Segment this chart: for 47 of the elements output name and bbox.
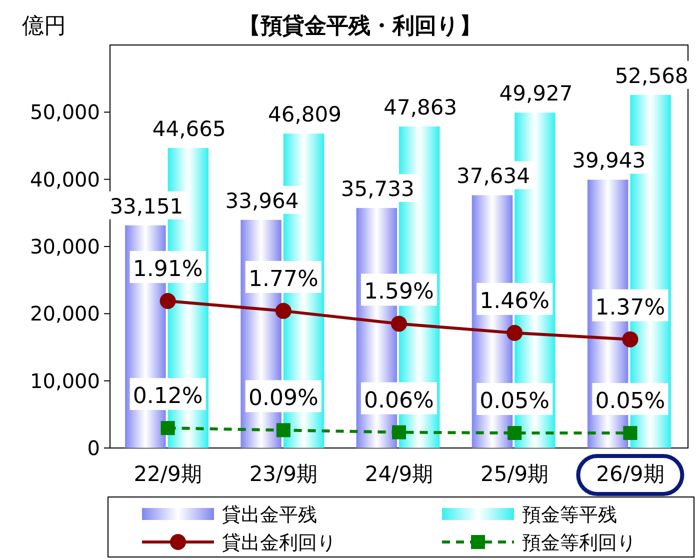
data-label: 49,927 <box>499 82 573 106</box>
data-label: 37,634 <box>456 164 530 188</box>
data-label: 33,964 <box>225 188 299 213</box>
data-label: 1.37% <box>595 295 666 320</box>
data-label: 0.05% <box>480 389 550 414</box>
y-tick-label: 10,000 <box>30 368 100 393</box>
x-tick-label: 23/9期 <box>249 462 318 486</box>
y-tick-label: 30,000 <box>30 234 100 258</box>
legend-label: 預金等平残 <box>522 504 617 526</box>
data-label: 46,809 <box>268 102 342 127</box>
legend-label: 預金等利回り <box>522 532 636 554</box>
data-label: 35,733 <box>340 176 414 201</box>
legend-label: 貸出金利回り <box>222 532 336 554</box>
chart-title: 【預貸金平残・利回り】 <box>238 13 482 39</box>
data-label: 39,943 <box>572 148 646 173</box>
y-tick-label: 0 <box>87 436 100 460</box>
legend-label: 貸出金平残 <box>222 504 317 526</box>
data-label: 0.12% <box>132 384 203 410</box>
point <box>276 423 290 438</box>
data-label: 47,863 <box>384 96 458 120</box>
data-label: 33,151 <box>110 194 184 218</box>
y-tick-label: 20,000 <box>30 302 100 326</box>
data-label: 1.91% <box>132 257 203 282</box>
point <box>622 331 638 348</box>
x-tick-label: 24/9期 <box>364 462 434 486</box>
y-axis-title: 億円 <box>22 14 66 39</box>
data-label: 1.77% <box>248 266 318 292</box>
point <box>160 421 175 436</box>
x-tick-label: 26/9期 <box>596 462 664 486</box>
x-tick-label: 25/9期 <box>480 462 549 486</box>
data-label: 52,568 <box>614 64 688 88</box>
data-label: 1.59% <box>364 280 434 305</box>
data-label: 0.05% <box>595 389 666 414</box>
y-tick-label: 50,000 <box>30 100 100 124</box>
data-label: 1.46% <box>480 288 550 314</box>
point <box>508 426 522 440</box>
data-label: 0.06% <box>364 388 434 414</box>
data-label: 44,665 <box>152 117 226 141</box>
point <box>275 302 292 319</box>
point <box>391 316 407 332</box>
point <box>160 293 176 309</box>
point <box>623 426 638 440</box>
data-label: 0.09% <box>248 386 318 412</box>
x-tick-label: 22/9期 <box>134 462 202 486</box>
point <box>392 425 406 440</box>
point <box>506 324 523 341</box>
y-tick-label: 40,000 <box>30 167 100 192</box>
